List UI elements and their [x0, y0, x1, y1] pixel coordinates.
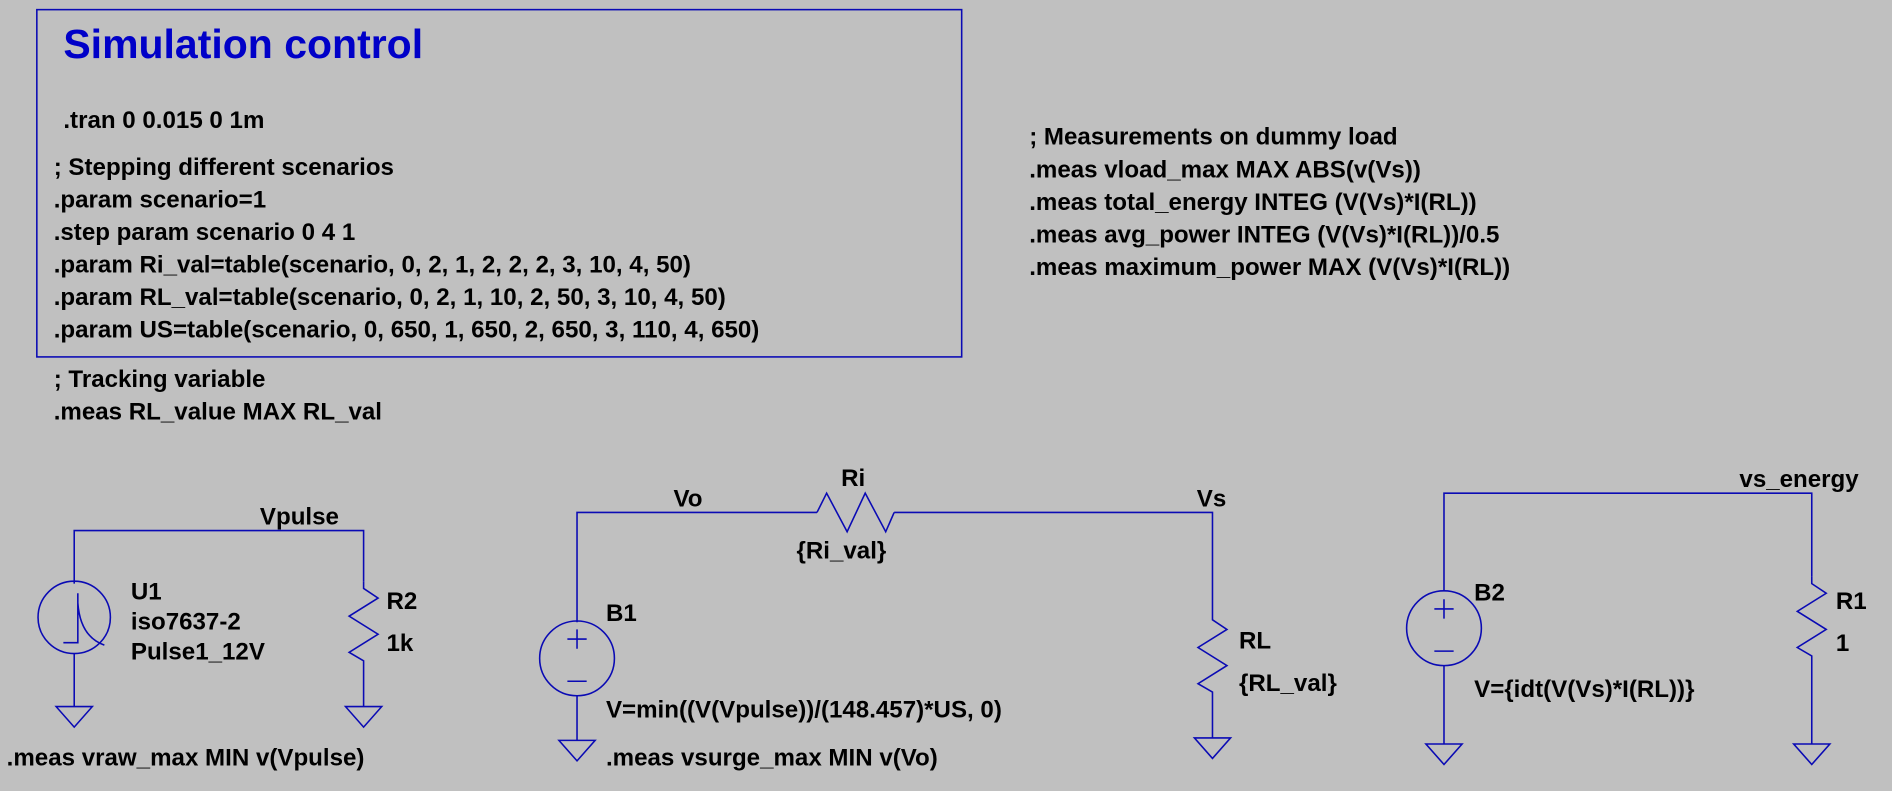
circuit-vpulse: Vpulse U1 iso7637-2 Pulse1_12V R2 1k .me…: [7, 504, 418, 772]
net-label-vpulse[interactable]: Vpulse: [260, 504, 339, 531]
source-u1-value[interactable]: Pulse1_12V: [131, 639, 265, 666]
behavioral-voltage-source-icon[interactable]: [538, 620, 616, 741]
comment-measurements[interactable]: ; Measurements on dummy load: [1029, 124, 1397, 151]
resistor-ri-name[interactable]: Ri: [841, 465, 865, 492]
ground-icon: [343, 705, 384, 729]
param-rl-val[interactable]: .param RL_val=table(scenario, 0, 2, 1, 1…: [54, 284, 726, 311]
resistor-r2-value[interactable]: 1k: [387, 630, 414, 657]
simulation-control-title: Simulation control: [63, 21, 423, 67]
param-ri-val[interactable]: .param Ri_val=table(scenario, 0, 2, 1, 2…: [54, 252, 691, 279]
ground-icon: [1424, 743, 1464, 766]
meas-avg-power[interactable]: .meas avg_power INTEG (V(Vs)*I(RL))/0.5: [1029, 221, 1499, 248]
source-u1-name[interactable]: U1: [131, 578, 162, 605]
step-directive[interactable]: .step param scenario 0 4 1: [54, 219, 356, 246]
source-b2-value[interactable]: V={idt(V(Vs)*I(RL))}: [1474, 676, 1695, 703]
wire-vpulse[interactable]: [73, 529, 365, 584]
net-label-vo[interactable]: Vo: [673, 485, 702, 512]
resistor-rl-value[interactable]: {RL_val}: [1239, 670, 1337, 697]
circuit-surge: Vo Ri {Ri_val} Vs B1 V=min((V(Vpulse))/(…: [538, 465, 1337, 772]
resistor-r2-icon[interactable]: [347, 581, 380, 707]
comment-stepping[interactable]: ; Stepping different scenarios: [54, 154, 394, 181]
wire-vs[interactable]: [894, 511, 1214, 613]
param-us[interactable]: .param US=table(scenario, 0, 650, 1, 650…: [54, 317, 760, 344]
ground-icon: [557, 739, 597, 763]
resistor-ri-value[interactable]: {Ri_val}: [796, 537, 886, 564]
behavioral-voltage-source-icon[interactable]: [1405, 590, 1483, 744]
resistor-r1-name[interactable]: R1: [1836, 588, 1867, 615]
meas-vraw-max[interactable]: .meas vraw_max MIN v(Vpulse): [7, 745, 365, 772]
resistor-r1-value[interactable]: 1: [1836, 630, 1849, 657]
net-label-vs[interactable]: Vs: [1197, 485, 1226, 512]
wire-vo[interactable]: [576, 511, 817, 623]
source-b1-name[interactable]: B1: [606, 600, 637, 627]
ground-icon: [1791, 743, 1832, 766]
meas-rl-value[interactable]: .meas RL_value MAX RL_val: [54, 399, 382, 426]
net-label-vs-energy[interactable]: vs_energy: [1739, 466, 1859, 493]
pulse-source-icon[interactable]: [37, 580, 112, 707]
meas-total-energy[interactable]: .meas total_energy INTEG (V(Vs)*I(RL)): [1029, 189, 1476, 216]
resistor-rl-icon[interactable]: [1196, 612, 1229, 738]
meas-vsurge-max[interactable]: .meas vsurge_max MIN v(Vo): [606, 745, 938, 772]
comment-tracking[interactable]: ; Tracking variable: [54, 366, 266, 393]
measurements-block[interactable]: ; Measurements on dummy load .meas vload…: [1029, 124, 1510, 281]
meas-vload-max[interactable]: .meas vload_max MAX ABS(v(Vs)): [1029, 156, 1421, 183]
source-u1-model[interactable]: iso7637-2: [131, 608, 241, 635]
wire-vs-energy[interactable]: [1443, 492, 1813, 591]
resistor-rl-name[interactable]: RL: [1239, 628, 1271, 655]
resistor-r2-name[interactable]: R2: [387, 588, 418, 615]
circuit-energy: vs_energy B2 V={idt(V(Vs)*I(RL))} R1 1: [1405, 466, 1867, 766]
source-b1-value[interactable]: V=min((V(Vpulse))/(148.457)*US, 0): [606, 696, 1002, 723]
resistor-r1-icon[interactable]: [1795, 576, 1828, 744]
param-scenario[interactable]: .param scenario=1: [54, 186, 266, 213]
simulation-control-block[interactable]: Simulation control .tran 0 0.015 0 1m ; …: [36, 8, 963, 358]
source-b2-name[interactable]: B2: [1474, 579, 1505, 606]
ground-icon: [54, 705, 95, 729]
simulation-control-frame: [36, 8, 963, 358]
meas-maximum-power[interactable]: .meas maximum_power MAX (V(Vs)*I(RL)): [1029, 254, 1510, 281]
ground-icon: [1192, 737, 1233, 760]
resistor-ri-icon[interactable]: [816, 491, 895, 534]
tran-directive[interactable]: .tran 0 0.015 0 1m: [63, 107, 264, 134]
